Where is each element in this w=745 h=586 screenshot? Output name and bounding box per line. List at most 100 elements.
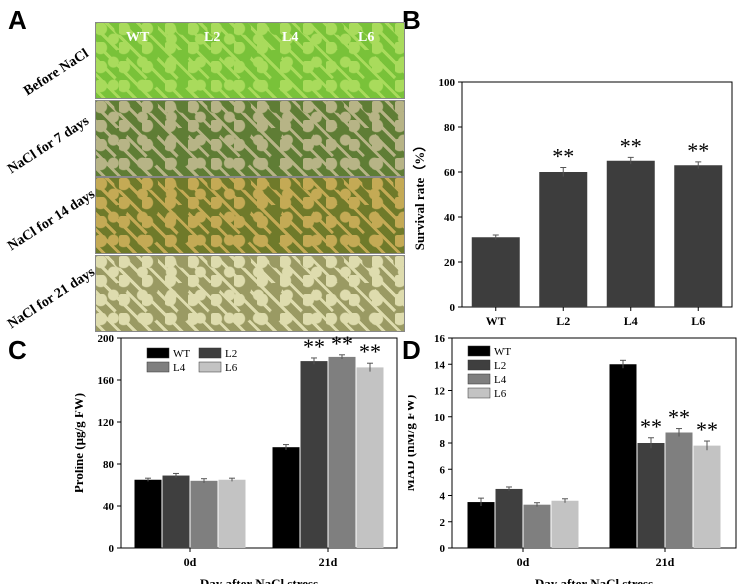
bar bbox=[693, 445, 721, 548]
y-tick-label: 60 bbox=[444, 167, 456, 179]
legend-swatch bbox=[467, 345, 491, 357]
plot-frame bbox=[461, 81, 733, 308]
significance-marker: ** bbox=[359, 339, 381, 364]
x-tick-label: L6 bbox=[691, 314, 705, 328]
x-tick-label: 0d bbox=[184, 555, 197, 569]
y-tick-label: 0 bbox=[440, 543, 446, 555]
bar bbox=[328, 356, 356, 548]
y-tick-label: 200 bbox=[98, 333, 115, 345]
legend-swatch bbox=[467, 387, 491, 399]
legend-swatch bbox=[467, 359, 491, 371]
y-axis-label: Survival rate（%） bbox=[412, 139, 427, 251]
significance-marker: ** bbox=[668, 405, 690, 430]
y-axis-label: Proline (μg/g FW) bbox=[75, 393, 86, 493]
x-tick-label: L2 bbox=[556, 314, 570, 328]
panel-letter-b: B bbox=[402, 5, 421, 35]
significance-marker: ** bbox=[303, 334, 325, 359]
legend-label: L6 bbox=[494, 388, 507, 400]
y-tick-label: 14 bbox=[434, 359, 446, 371]
significance-marker: ** bbox=[640, 414, 662, 439]
photo-row: WT L2 L4 L6 bbox=[95, 22, 405, 99]
bar bbox=[606, 160, 655, 307]
bar bbox=[300, 361, 328, 548]
y-tick-label: 12 bbox=[434, 386, 446, 398]
legend-swatch bbox=[146, 347, 170, 359]
photo-row bbox=[95, 177, 405, 254]
significance-marker: ** bbox=[620, 133, 642, 158]
bar bbox=[665, 432, 693, 548]
y-tick-label: 80 bbox=[444, 122, 456, 134]
y-tick-label: 160 bbox=[98, 375, 115, 387]
bar bbox=[356, 367, 384, 548]
bar bbox=[272, 447, 300, 548]
bar bbox=[467, 502, 495, 548]
bar bbox=[495, 488, 523, 548]
bar bbox=[523, 504, 551, 548]
x-tick-label: 0d bbox=[517, 555, 530, 569]
mad-chart: 0 2 4 6 8 10 12 14 16 MAD (nM/g FW) Day after NaCl… bbox=[408, 333, 737, 584]
legend-label: L4 bbox=[173, 362, 186, 374]
photo-column-label: WT bbox=[126, 30, 150, 45]
x-tick-label: L4 bbox=[624, 314, 638, 328]
y-tick-label: 80 bbox=[103, 459, 115, 471]
proline-chart: 0 40 80 120 160 200 Proline (μg/g FW) Day after… bbox=[75, 331, 398, 584]
x-axis-label: Day after NaCl stress bbox=[535, 576, 653, 584]
y-tick-label: 120 bbox=[98, 417, 115, 429]
bar bbox=[674, 165, 723, 307]
legend-swatch bbox=[198, 361, 222, 373]
bar bbox=[162, 475, 190, 548]
plot-frame bbox=[120, 337, 398, 549]
bar bbox=[190, 480, 218, 548]
photo-column-label: L4 bbox=[282, 30, 299, 45]
y-tick-label: 0 bbox=[450, 302, 456, 314]
legend-label: L2 bbox=[494, 360, 506, 372]
y-tick-label: 4 bbox=[440, 491, 446, 503]
bar bbox=[539, 172, 588, 307]
photo-row bbox=[95, 100, 405, 177]
photo-row-label: NaCl for 7 days bbox=[5, 113, 92, 178]
x-tick-label: 21d bbox=[656, 555, 675, 569]
x-tick-label: WT bbox=[486, 314, 506, 328]
y-tick-label: 8 bbox=[440, 438, 446, 450]
legend-swatch bbox=[198, 347, 222, 359]
legend-label: WT bbox=[173, 348, 190, 360]
bar bbox=[637, 443, 665, 548]
y-tick-label: 40 bbox=[444, 212, 456, 224]
y-tick-label: 10 bbox=[434, 412, 446, 424]
legend-swatch bbox=[146, 361, 170, 373]
legend-label: L4 bbox=[494, 374, 507, 386]
panel-letter-d: D bbox=[402, 335, 421, 365]
significance-marker: ** bbox=[331, 331, 353, 356]
legend-label: L2 bbox=[225, 348, 237, 360]
photo-row-label: NaCl for 14 days bbox=[5, 186, 98, 255]
photo-row bbox=[95, 255, 405, 332]
survival-rate-chart: 0 20 40 60 80 100 Survival rate（%） WT L2 ** L4 ** L6… bbox=[412, 77, 733, 328]
bar bbox=[551, 500, 579, 548]
y-tick-label: 100 bbox=[439, 77, 456, 89]
panel-letter-a: A bbox=[8, 5, 27, 35]
significance-marker: ** bbox=[687, 138, 709, 163]
y-tick-label: 40 bbox=[103, 501, 115, 513]
x-tick-label: 21d bbox=[319, 555, 338, 569]
bar bbox=[134, 479, 162, 548]
panel-letter-c: C bbox=[8, 335, 27, 365]
bar bbox=[609, 364, 637, 548]
bar bbox=[218, 479, 246, 548]
legend-swatch bbox=[467, 373, 491, 385]
x-axis-label: Day after NaCl stress bbox=[200, 576, 318, 584]
y-axis-label: MAD (nM/g FW) bbox=[408, 395, 417, 492]
photo-row-label: NaCl for 21 days bbox=[5, 264, 98, 333]
legend-label: L6 bbox=[225, 362, 238, 374]
bar bbox=[471, 237, 520, 307]
photo-row-label: Before NaCl bbox=[21, 46, 92, 100]
y-tick-label: 6 bbox=[440, 464, 446, 476]
significance-marker: ** bbox=[552, 144, 574, 169]
photo-column-label: L6 bbox=[358, 30, 375, 45]
y-tick-label: 20 bbox=[444, 257, 456, 269]
photo-column-label: L2 bbox=[204, 30, 221, 45]
significance-marker: ** bbox=[696, 417, 718, 442]
legend-label: WT bbox=[494, 346, 511, 358]
y-tick-label: 16 bbox=[434, 333, 446, 345]
y-tick-label: 2 bbox=[440, 517, 446, 529]
y-tick-label: 0 bbox=[109, 543, 115, 555]
